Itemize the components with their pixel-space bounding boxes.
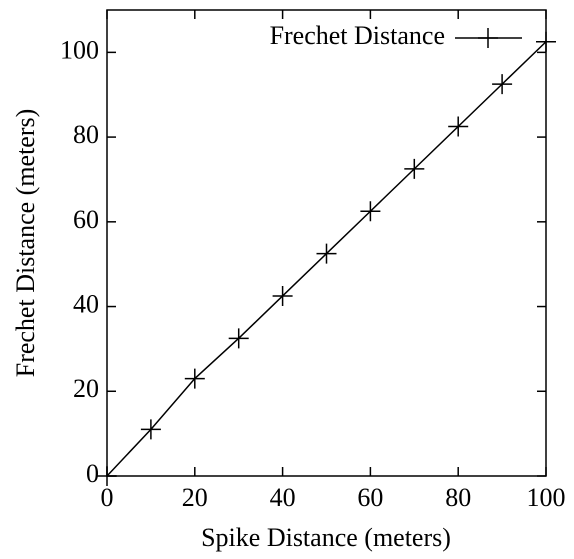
x-tick-label: 0	[101, 483, 114, 512]
x-tick-label: 100	[527, 483, 566, 512]
y-tick-label: 80	[73, 120, 99, 149]
point	[492, 74, 513, 95]
point	[272, 285, 293, 306]
point	[228, 328, 249, 349]
point	[97, 466, 117, 486]
x-tick-label: 80	[445, 483, 471, 512]
y-tick-label: 0	[86, 459, 99, 488]
x-tick-label: 20	[182, 483, 208, 512]
legend-label: Frechet Distance	[270, 21, 445, 50]
point	[536, 31, 556, 52]
point	[448, 116, 469, 137]
point	[140, 419, 161, 440]
y-tick-label: 20	[73, 374, 99, 403]
point	[360, 201, 381, 222]
plot-frame	[106, 9, 547, 477]
y-tick-label: 40	[73, 290, 99, 319]
y-tick-label: 60	[73, 205, 99, 234]
x-axis-label: Spike Distance (meters)	[201, 523, 451, 552]
point	[404, 158, 425, 179]
x-tick-label: 60	[357, 483, 383, 512]
point	[316, 243, 337, 264]
y-axis-label: Frechet Distance (meters)	[11, 109, 40, 378]
y-tick-label: 100	[60, 35, 99, 64]
point	[184, 368, 205, 389]
legend-point	[478, 28, 498, 48]
x-tick-label: 40	[270, 483, 296, 512]
